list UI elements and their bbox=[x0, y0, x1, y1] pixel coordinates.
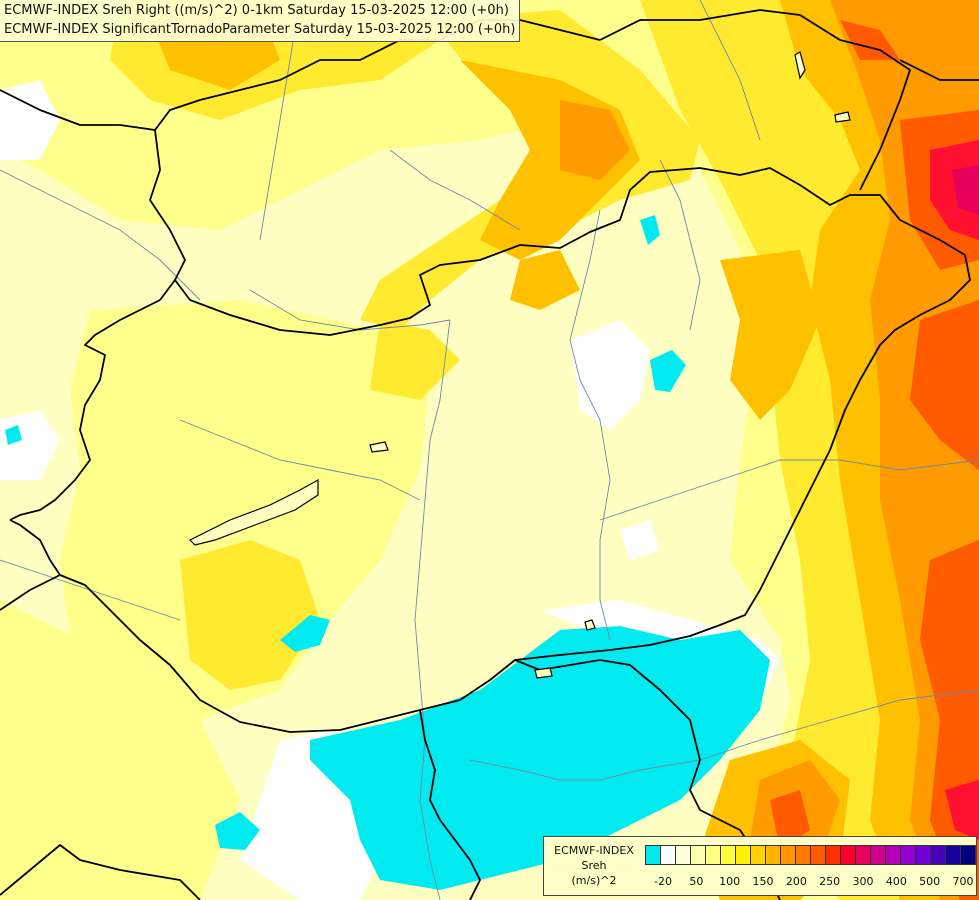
legend-tick-label: 200 bbox=[785, 875, 807, 888]
legend-swatch bbox=[960, 845, 976, 865]
legend-unit: (m/s)^2 bbox=[571, 874, 617, 887]
legend-tick-label: 250 bbox=[819, 875, 841, 888]
legend-swatch bbox=[840, 845, 856, 865]
legend-swatch bbox=[690, 845, 706, 865]
legend-swatch bbox=[720, 845, 736, 865]
legend-swatch bbox=[915, 845, 931, 865]
legend-swatch bbox=[780, 845, 796, 865]
legend-tick-label: -20 bbox=[654, 875, 672, 888]
legend-swatch bbox=[765, 845, 781, 865]
legend-tick-label: 150 bbox=[752, 875, 774, 888]
legend-swatch bbox=[810, 845, 826, 865]
legend-swatch bbox=[705, 845, 721, 865]
legend-tick-label: 700 bbox=[952, 875, 974, 888]
map-title-stp: ECMWF-INDEX SignificantTornadoParameter … bbox=[4, 22, 516, 37]
legend-color-bar bbox=[645, 845, 976, 865]
color-legend: ECMWF-INDEX Sreh (m/s)^2 -20 50 100 150 200 2… bbox=[543, 836, 977, 896]
legend-swatch bbox=[675, 845, 691, 865]
sreh-contour-cyan bbox=[5, 215, 770, 890]
map-title-sreh: ECMWF-INDEX Sreh Right ((m/s)^2) 0-1km S… bbox=[4, 3, 509, 18]
sreh-contour-red bbox=[930, 140, 979, 840]
legend-swatch bbox=[885, 845, 901, 865]
legend-caption: ECMWF-INDEX Sreh (m/s)^2 bbox=[544, 843, 644, 888]
legend-model: ECMWF-INDEX bbox=[554, 844, 634, 857]
legend-swatch bbox=[825, 845, 841, 865]
legend-swatch bbox=[735, 845, 751, 865]
legend-swatch bbox=[945, 845, 961, 865]
legend-swatch bbox=[855, 845, 871, 865]
legend-swatch bbox=[750, 845, 766, 865]
legend-tick-label: 500 bbox=[919, 875, 941, 888]
legend-swatch bbox=[870, 845, 886, 865]
legend-tick-label: 400 bbox=[885, 875, 907, 888]
legend-swatch bbox=[660, 845, 676, 865]
legend-swatch bbox=[795, 845, 811, 865]
legend-swatch bbox=[645, 845, 661, 865]
legend-swatch bbox=[900, 845, 916, 865]
legend-swatch bbox=[930, 845, 946, 865]
legend-variable: Sreh bbox=[581, 859, 607, 872]
sreh-contour-magenta bbox=[952, 165, 979, 215]
legend-tick-label: 100 bbox=[719, 875, 741, 888]
legend-tick-label: 300 bbox=[852, 875, 874, 888]
map-title-box: ECMWF-INDEX Sreh Right ((m/s)^2) 0-1km S… bbox=[0, 0, 521, 42]
lakes bbox=[188, 51, 851, 679]
legend-tick-label: 50 bbox=[689, 875, 704, 888]
